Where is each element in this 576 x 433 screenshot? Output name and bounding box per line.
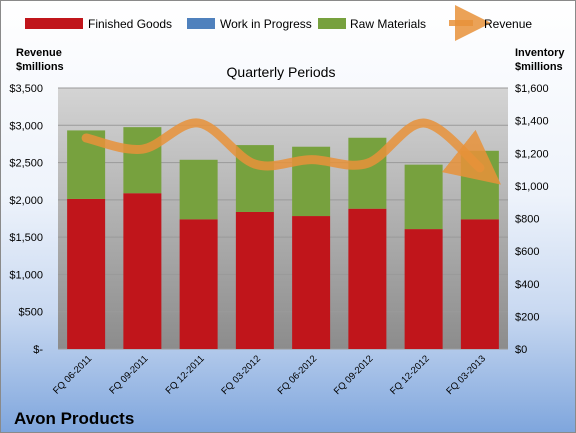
legend-item-revenue: Revenue bbox=[449, 5, 532, 41]
left-tick-label: $1,500 bbox=[9, 232, 43, 244]
left-tick-label: $1,000 bbox=[9, 269, 43, 281]
left-axis-label-line2: $millions bbox=[16, 61, 64, 73]
right-tick-label: $1,600 bbox=[515, 83, 549, 95]
bar-raw-materials bbox=[179, 159, 218, 220]
right-tick-label: $800 bbox=[515, 214, 539, 226]
x-tick-label: FQ 06-2011 bbox=[51, 353, 94, 396]
x-tick-label: FQ 12-2011 bbox=[164, 353, 207, 396]
bar-finished-goods bbox=[348, 208, 387, 349]
left-tick-label: $500 bbox=[19, 307, 43, 319]
bar-raw-materials bbox=[348, 137, 387, 209]
legend-swatch-raw-materials bbox=[318, 18, 346, 29]
legend-label-finished-goods: Finished Goods bbox=[88, 17, 172, 31]
left-axis-ticks: $- $500 $1,000 $1,500 $2,000 $2,500 $3,000 $3,5… bbox=[9, 83, 43, 356]
right-tick-label: $200 bbox=[515, 311, 539, 323]
x-tick-label: FQ 06-2012 bbox=[276, 353, 320, 397]
left-tick-label: $3,500 bbox=[9, 83, 43, 95]
bar-raw-materials bbox=[460, 150, 499, 220]
bars bbox=[67, 127, 499, 349]
left-tick-label: $- bbox=[33, 344, 43, 356]
bar-finished-goods bbox=[123, 193, 162, 349]
right-tick-label: $1,200 bbox=[515, 148, 549, 160]
left-tick-label: $2,500 bbox=[9, 158, 43, 170]
legend-label-work-in-progress: Work in Progress bbox=[220, 17, 312, 31]
bar-finished-goods bbox=[235, 211, 274, 349]
x-tick-label: FQ 03-2012 bbox=[219, 353, 263, 397]
legend-item-work-in-progress: Work in Progress bbox=[187, 17, 312, 31]
right-tick-label: $600 bbox=[515, 246, 539, 258]
bar-finished-goods bbox=[404, 229, 443, 349]
right-axis-label-line2: $millions bbox=[515, 61, 563, 73]
right-axis-ticks: $0 $200 $400 $600 $800 $1,000 $1,200 $1,400 $1,6… bbox=[515, 83, 549, 356]
legend-label-raw-materials: Raw Materials bbox=[350, 17, 426, 31]
legend-item-raw-materials: Raw Materials bbox=[318, 17, 426, 31]
legend-swatch-work-in-progress bbox=[187, 18, 215, 29]
legend-swatch-finished-goods bbox=[25, 18, 83, 29]
right-tick-label: $1,000 bbox=[515, 181, 549, 193]
bar-finished-goods bbox=[179, 219, 218, 349]
bar-finished-goods bbox=[292, 216, 331, 349]
right-axis-label-line1: Inventory bbox=[515, 47, 565, 59]
left-tick-label: $2,000 bbox=[9, 195, 43, 207]
legend-label-revenue: Revenue bbox=[484, 17, 532, 31]
x-tick-label: FQ 09-2011 bbox=[107, 353, 150, 396]
bar-raw-materials bbox=[123, 127, 162, 194]
right-tick-label: $0 bbox=[515, 344, 527, 356]
x-tick-label: FQ 03-2013 bbox=[444, 353, 488, 397]
legend: Finished Goods Work in Progress Raw Mate… bbox=[25, 5, 532, 41]
chart-title: Quarterly Periods bbox=[227, 64, 336, 80]
left-axis-label-line1: Revenue bbox=[16, 47, 62, 59]
right-tick-label: $400 bbox=[515, 279, 539, 291]
left-tick-label: $3,000 bbox=[9, 120, 43, 132]
bar-finished-goods bbox=[460, 219, 499, 349]
revenue-line bbox=[81, 118, 501, 185]
bar-finished-goods bbox=[67, 198, 106, 349]
x-tick-label: FQ 12-2012 bbox=[388, 353, 432, 397]
x-tick-label: FQ 09-2012 bbox=[332, 353, 376, 397]
x-axis-ticks: FQ 06-2011 FQ 09-2011 FQ 12-2011 FQ 03-2012… bbox=[51, 353, 488, 397]
company-name: Avon Products bbox=[14, 409, 134, 428]
legend-item-finished-goods: Finished Goods bbox=[25, 17, 172, 31]
right-tick-label: $1,400 bbox=[515, 116, 549, 128]
bar-raw-materials bbox=[404, 164, 443, 230]
